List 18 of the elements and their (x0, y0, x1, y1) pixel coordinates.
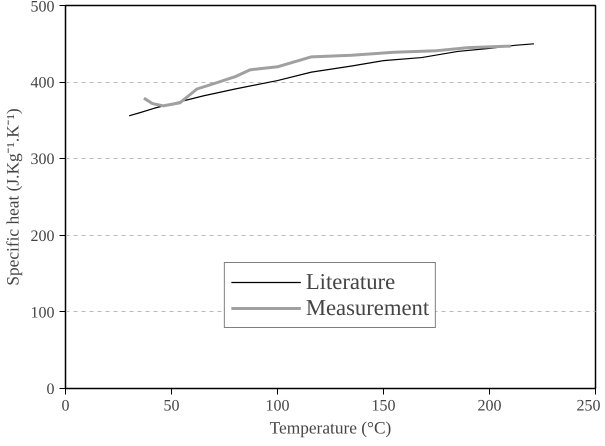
y-tick-label: 100 (30, 304, 54, 322)
line-series (128, 43, 535, 116)
y-tick-label: 400 (30, 74, 54, 92)
x-tick-label: 50 (164, 398, 180, 414)
legend-label: Measurement (306, 295, 430, 321)
y-tick-label: 0 (46, 381, 54, 398)
legend-label: Literature (306, 269, 396, 295)
x-axis-title: Temperature (°C) (270, 418, 392, 438)
x-tick-label: 0 (62, 398, 70, 414)
line-series (142, 44, 512, 108)
y-tick-label: 300 (30, 151, 54, 168)
y-tick-label: 500 (30, 0, 54, 16)
y-axis-title: Specific heat (J.Kg⁻¹.K⁻¹) (4, 108, 22, 286)
x-tick-label: 100 (266, 398, 290, 414)
x-tick-label: 150 (372, 398, 396, 414)
x-tick-label: 250 (576, 398, 600, 414)
x-tick-label: 200 (478, 398, 502, 414)
y-tick-label: 200 (30, 228, 54, 245)
